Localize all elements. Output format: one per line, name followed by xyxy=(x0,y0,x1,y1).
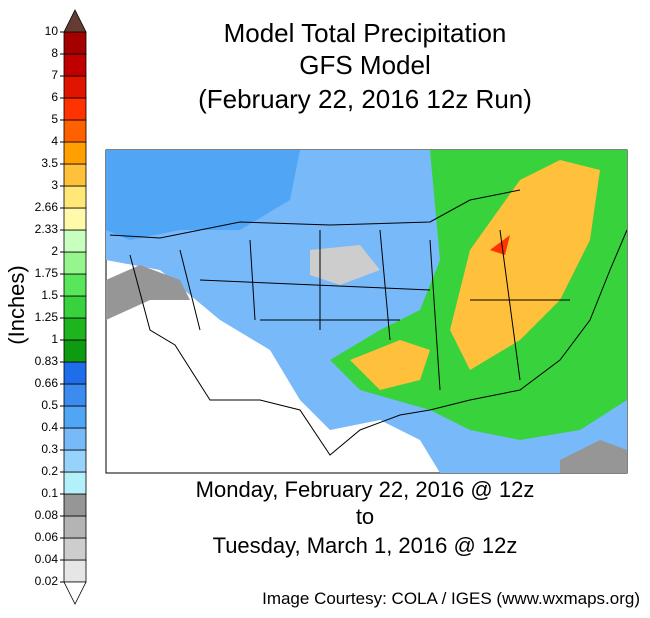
title-line: (February 22, 2016 12z Run) xyxy=(198,84,532,114)
colorbar-bin xyxy=(63,31,87,55)
precip-area xyxy=(450,160,600,370)
colorbar-tick-label: 4 xyxy=(51,134,58,148)
colorbar-tick-label: 0.3 xyxy=(41,442,58,456)
colorbar-tick-label: 0.08 xyxy=(35,508,59,522)
precip-area xyxy=(106,150,300,240)
colorbar-bin xyxy=(63,427,87,451)
map xyxy=(105,149,628,474)
colorbar-bin xyxy=(63,449,87,473)
colorbar-bin xyxy=(63,515,87,539)
colorbar-bin xyxy=(63,251,87,275)
colorbar-bin xyxy=(63,493,87,517)
colorbar-tick-label: 1.25 xyxy=(35,310,59,324)
credit: Image Courtesy: COLA / IGES (www.wxmaps.… xyxy=(262,589,640,608)
colorbar-bin xyxy=(63,75,87,99)
precip-area xyxy=(490,235,510,255)
colorbar-tick-label: 0.02 xyxy=(35,574,59,588)
colorbar-bin xyxy=(63,559,87,583)
colorbar-tick-label: 8 xyxy=(51,46,58,60)
colorbar-label: (Inches) xyxy=(4,265,29,344)
colorbar-bin xyxy=(63,119,87,143)
precip-area xyxy=(106,265,190,320)
colorbar-tick-label: 10 xyxy=(45,24,59,38)
colorbar-tick-label: 7 xyxy=(51,68,58,82)
colorbar-bin xyxy=(63,185,87,209)
colorbar-tick-label: 3 xyxy=(51,178,58,192)
colorbar-tick-label: 0.2 xyxy=(41,464,58,478)
colorbar-tick-label: 1 xyxy=(51,332,58,346)
colorbar-bin xyxy=(63,317,87,341)
colorbar-bin xyxy=(63,97,87,121)
title-line: GFS Model xyxy=(299,50,431,80)
colorbar-tick-label: 2.66 xyxy=(35,200,59,214)
colorbar-bin xyxy=(63,141,87,165)
colorbar-bin xyxy=(63,405,87,429)
period-line: Monday, February 22, 2016 @ 12z xyxy=(196,477,535,502)
colorbar-tick-label: 0.1 xyxy=(41,486,58,500)
colorbar-bin xyxy=(63,361,87,385)
colorbar-bin xyxy=(63,273,87,297)
title-line: Model Total Precipitation xyxy=(224,18,507,48)
colorbar: 0.02 0.04 0.06 0.08 0.1 0.2 0.3 0.4 0.5 0.66 0.83 1… xyxy=(35,9,87,605)
colorbar-tick-label: 2.33 xyxy=(35,222,59,236)
colorbar-tick-label: 2 xyxy=(51,244,58,258)
colorbar-bin xyxy=(63,53,87,77)
colorbar-bin xyxy=(63,339,87,363)
colorbar-tick-label: 0.4 xyxy=(41,420,58,434)
colorbar-bin xyxy=(63,207,87,231)
colorbar-bin xyxy=(63,295,87,319)
colorbar-tick-label: 5 xyxy=(51,112,58,126)
colorbar-bin xyxy=(63,163,87,187)
colorbar-tick-label: 3.5 xyxy=(41,156,58,170)
borders xyxy=(109,189,628,456)
colorbar-bin xyxy=(63,383,87,407)
precip-area xyxy=(350,340,430,390)
colorbar-tick-label: 1.5 xyxy=(41,288,58,302)
colorbar-tick-label: 6 xyxy=(51,90,58,104)
period-line: Tuesday, March 1, 2016 @ 12z xyxy=(213,533,518,558)
colorbar-bin xyxy=(63,471,87,495)
colorbar-tick-label: 0.5 xyxy=(41,398,58,412)
colorbar-tick-label: 0.04 xyxy=(35,552,59,566)
colorbar-tick-label: 1.75 xyxy=(35,266,59,280)
colorbar-under xyxy=(63,581,87,605)
precip-area xyxy=(560,440,627,473)
colorbar-bin xyxy=(63,537,87,561)
colorbar-tick-label: 0.83 xyxy=(35,354,59,368)
colorbar-bin xyxy=(63,229,87,253)
colorbar-tick-label: 0.06 xyxy=(35,530,59,544)
period-line: to xyxy=(356,504,374,529)
precip-area xyxy=(310,245,380,285)
colorbar-tick-label: 0.66 xyxy=(35,376,59,390)
colorbar-over xyxy=(63,9,87,33)
